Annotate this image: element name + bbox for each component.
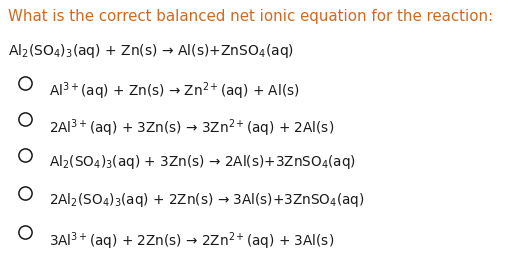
Text: 2Al$^{3+}$(aq) + 3Zn(s) → 3Zn$^{2+}$(aq) + 2Al(s): 2Al$^{3+}$(aq) + 3Zn(s) → 3Zn$^{2+}$(aq)… bbox=[49, 117, 335, 139]
Text: 3Al$^{3+}$(aq) + 2Zn(s) → 2Zn$^{2+}$(aq) + 3Al(s): 3Al$^{3+}$(aq) + 2Zn(s) → 2Zn$^{2+}$(aq)… bbox=[49, 230, 335, 252]
Text: What is the correct balanced net ionic equation for the reaction:: What is the correct balanced net ionic e… bbox=[8, 9, 493, 24]
Text: Al$^{3+}$(aq) + Zn(s) → Zn$^{2+}$(aq) + Al(s): Al$^{3+}$(aq) + Zn(s) → Zn$^{2+}$(aq) + … bbox=[49, 81, 300, 102]
Text: Al$_{2}$(SO$_{4}$)$_{3}$(aq) + 3Zn(s) → 2Al(s)+3ZnSO$_{4}$(aq): Al$_{2}$(SO$_{4}$)$_{3}$(aq) + 3Zn(s) → … bbox=[49, 153, 357, 171]
Text: Al$_{2}$(SO$_{4}$)$_{3}$(aq) + Zn(s) → Al(s)+ZnSO$_{4}$(aq): Al$_{2}$(SO$_{4}$)$_{3}$(aq) + Zn(s) → A… bbox=[8, 42, 294, 60]
Text: 2Al$_{2}$(SO$_{4}$)$_{3}$(aq) + 2Zn(s) → 3Al(s)+3ZnSO$_{4}$(aq): 2Al$_{2}$(SO$_{4}$)$_{3}$(aq) + 2Zn(s) →… bbox=[49, 191, 365, 209]
